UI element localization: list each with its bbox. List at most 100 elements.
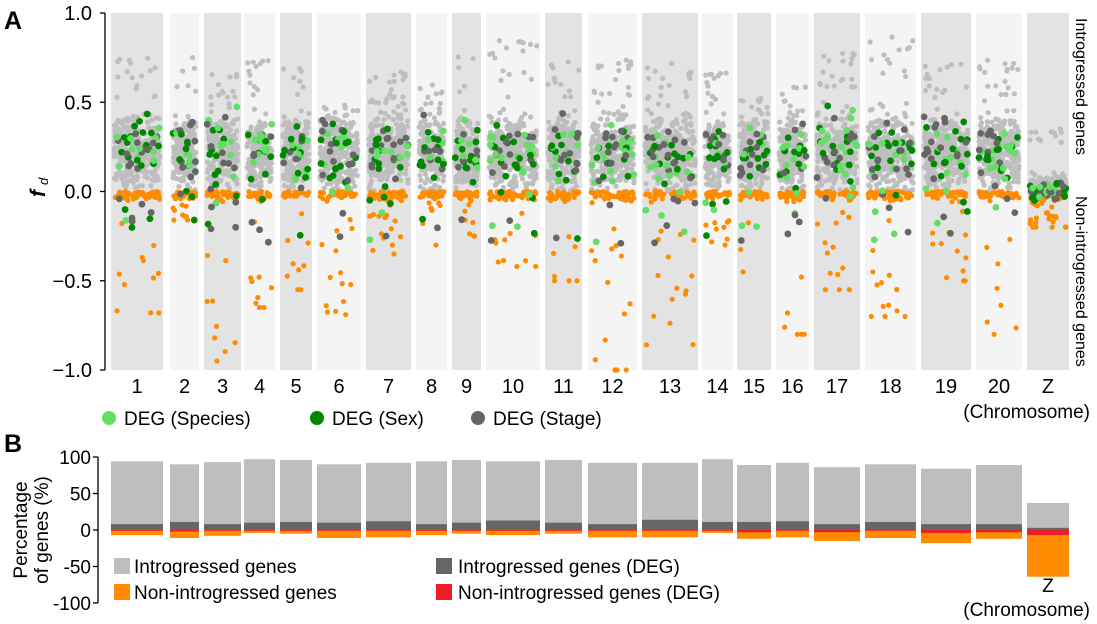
point-introgressed [512,145,518,151]
point-deg-sex [469,178,477,186]
point-non-introgressed [592,357,598,363]
point-introgressed [562,119,568,125]
point-non-introgressed [588,248,595,254]
point-introgressed [249,144,255,151]
point-introgressed [265,58,271,64]
point-introgressed [757,184,763,190]
point-non-introgressed [389,242,395,248]
point-introgressed [595,123,601,129]
point-introgressed [391,72,397,78]
point-introgressed [405,118,411,124]
point-deg-sex [128,224,136,231]
point-introgressed [234,158,240,164]
point-non-introgressed [348,193,354,199]
point-deg-sex [462,164,470,171]
point-introgressed [391,94,397,100]
point-introgressed [251,83,257,90]
point-deg-species [492,150,500,158]
point-introgressed [528,114,534,120]
point-introgressed [133,177,140,183]
point-deg-stage [506,217,514,225]
point-introgressed [643,128,649,135]
point-introgressed [377,109,384,115]
point-introgressed [738,114,744,120]
point-deg-stage [473,147,481,155]
point-deg-species [655,175,663,182]
point-deg-stage [691,199,699,207]
point-deg-species [387,148,395,156]
point-introgressed [461,174,467,180]
point-introgressed [321,185,327,191]
point-non-introgressed [343,312,349,318]
point-introgressed [383,168,390,174]
point-non-introgressed [630,195,637,201]
point-introgressed [657,169,663,175]
point-non-introgressed [213,323,220,329]
point-introgressed [425,94,431,100]
point-introgressed [114,171,120,177]
point-introgressed [190,54,196,61]
point-non-introgressed [572,244,578,250]
point-introgressed [144,169,150,175]
point-introgressed [765,110,771,117]
point-introgressed [724,139,730,145]
point-non-introgressed [611,226,617,232]
point-deg-stage [147,209,155,216]
point-deg-stage [397,138,404,145]
point-introgressed [684,93,690,99]
point-introgressed [566,88,572,94]
point-deg-species [526,191,533,198]
point-introgressed [117,56,123,62]
point-introgressed [756,99,763,105]
point-introgressed [230,88,236,95]
point-introgressed [709,164,715,170]
point-non-introgressed [759,196,765,202]
point-non-introgressed [651,313,657,319]
point-introgressed [185,113,191,120]
point-deg-stage [321,120,329,128]
point-deg-species [560,131,567,139]
point-deg-stage [514,130,522,138]
point-non-introgressed [551,273,558,279]
point-introgressed [628,59,634,65]
point-non-introgressed [712,191,718,197]
point-introgressed [595,63,601,69]
point-deg-stage [128,217,136,225]
point-introgressed [192,88,199,94]
point-introgressed [644,107,651,113]
point-deg-stage [207,225,215,233]
point-introgressed [132,118,138,125]
point-deg-species [396,153,404,161]
point-introgressed [617,163,623,169]
point-deg-sex [527,151,534,159]
point-introgressed [611,155,617,161]
point-introgressed [520,40,526,46]
point-non-introgressed [738,246,744,253]
point-deg-sex [118,148,125,156]
point-introgressed [713,182,719,188]
point-introgressed [115,153,121,159]
point-non-introgressed [140,258,147,264]
point-deg-stage [737,237,745,244]
point-introgressed [424,176,430,182]
point-introgressed [496,38,503,44]
point-introgressed [802,84,808,90]
point-deg-species [473,164,481,171]
point-introgressed [129,75,135,81]
point-deg-species [684,153,692,161]
point-deg-stage [663,222,671,229]
point-introgressed [354,130,360,136]
point-introgressed [148,183,154,189]
point-introgressed [498,77,504,83]
point-deg-species [439,127,447,135]
point-deg-sex [381,183,389,190]
point-deg-stage [187,173,195,181]
point-introgressed [291,75,297,81]
point-deg-species [127,134,135,142]
point-deg-stage [501,163,508,170]
point-non-introgressed [433,242,439,248]
point-introgressed [762,118,768,125]
point-deg-sex [146,215,154,223]
point-deg-stage [319,171,327,179]
point-introgressed [779,91,785,97]
